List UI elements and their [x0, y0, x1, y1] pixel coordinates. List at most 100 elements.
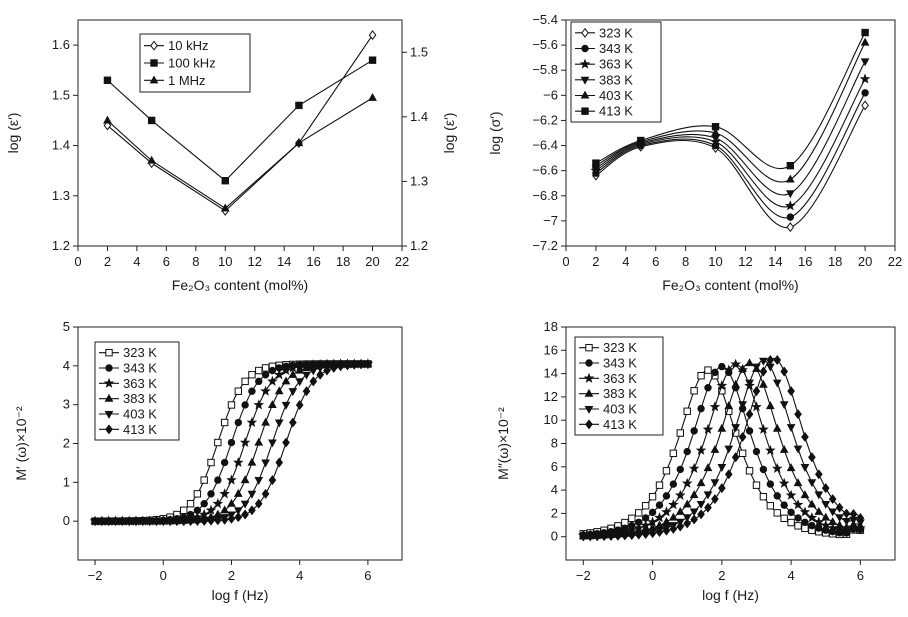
data-point	[247, 457, 257, 466]
series-line	[595, 61, 866, 196]
data-point	[834, 524, 845, 535]
data-point	[281, 376, 291, 385]
data-point	[752, 363, 761, 372]
data-point	[147, 116, 156, 125]
data-point	[779, 401, 789, 410]
data-point	[856, 513, 865, 523]
data-point	[745, 409, 754, 420]
y-tick-label: −7.2	[532, 238, 558, 253]
data-point	[668, 499, 679, 510]
x-axis-label: Fe₂O₃ content (mol%)	[662, 277, 798, 293]
data-point	[641, 528, 650, 539]
legend-label: 323 K	[603, 340, 637, 355]
data-point	[695, 444, 707, 455]
data-point	[368, 92, 377, 101]
data-point	[674, 489, 686, 500]
data-point	[801, 524, 809, 533]
data-point	[738, 449, 747, 458]
series-line	[107, 97, 373, 210]
data-point	[368, 56, 377, 64]
y-tick-label: 12	[544, 389, 558, 404]
y-tick-label: 1.2	[52, 238, 70, 253]
data-point	[147, 155, 157, 164]
data-point	[835, 502, 844, 513]
data-point	[697, 404, 705, 413]
data-point	[759, 357, 768, 366]
data-point	[302, 363, 311, 371]
data-point	[814, 491, 824, 500]
data-point	[261, 488, 270, 499]
data-point	[676, 521, 685, 532]
data-point	[772, 423, 782, 432]
data-point	[662, 492, 671, 500]
y-tick-label: −7	[543, 213, 558, 228]
data-point	[669, 523, 678, 534]
data-point	[254, 498, 263, 509]
legend-box	[570, 21, 662, 123]
data-point	[255, 366, 263, 375]
data-point	[227, 498, 236, 507]
data-point	[254, 477, 264, 485]
data-point	[800, 490, 810, 499]
data-point	[716, 380, 728, 391]
data-point	[627, 530, 636, 541]
y-right-tick-label: 1.2	[410, 238, 428, 253]
y-axis-label: log (σ′)	[487, 111, 503, 154]
legend-label: 363 K	[603, 371, 637, 386]
y-tick-label: 1.5	[52, 87, 70, 102]
legend-label: 323 K	[123, 345, 157, 360]
data-point	[268, 366, 277, 375]
legend-marker	[150, 59, 158, 67]
data-point	[302, 386, 311, 397]
data-point	[785, 190, 795, 199]
data-point	[683, 447, 691, 456]
data-point	[861, 28, 869, 37]
data-point	[635, 509, 643, 517]
data-point	[697, 509, 705, 520]
data-point	[828, 494, 837, 505]
series-100-kHz	[103, 56, 377, 185]
data-point	[724, 401, 734, 410]
data-point	[173, 516, 181, 527]
y-tick-label: −6.2	[532, 112, 558, 127]
data-point	[241, 401, 249, 409]
data-point	[634, 529, 643, 540]
data-point	[814, 506, 824, 515]
legend-marker	[581, 27, 589, 38]
legend-marker	[149, 75, 159, 84]
data-point	[98, 516, 106, 527]
legend-label: 343 K	[603, 356, 637, 371]
y-axis-label: log (ε′)	[5, 113, 21, 154]
data-point	[860, 58, 870, 67]
data-point	[207, 458, 215, 467]
data-point	[295, 399, 304, 410]
data-point	[773, 509, 781, 517]
data-point	[730, 358, 741, 369]
data-point	[637, 136, 645, 145]
x-tick-label: −2	[88, 568, 103, 583]
legend-marker	[105, 424, 113, 435]
data-point	[309, 376, 318, 387]
data-point	[807, 479, 817, 488]
y-tick-label: 3	[63, 397, 70, 412]
data-point	[676, 465, 684, 474]
x-tick-label: 16	[306, 254, 320, 269]
x-tick-label: 4	[133, 254, 140, 269]
data-point	[104, 516, 113, 527]
data-point	[315, 364, 325, 373]
legend-marker	[583, 372, 595, 383]
data-point	[260, 385, 271, 396]
data-point	[681, 477, 693, 488]
chart-b: 0 2 4 6 8 10 12 14 16 18 20 22 −7.2 −7 −6.8 −6.6 −6.4 −6.…	[487, 12, 902, 293]
data-point	[793, 445, 803, 454]
data-point	[261, 417, 270, 426]
data-point	[787, 508, 795, 517]
data-point	[710, 444, 720, 453]
y-tick-label: 1.6	[52, 37, 70, 52]
data-point	[145, 516, 154, 527]
data-point	[214, 515, 222, 526]
data-point	[662, 525, 671, 536]
data-point	[268, 400, 277, 409]
data-point	[138, 516, 147, 527]
